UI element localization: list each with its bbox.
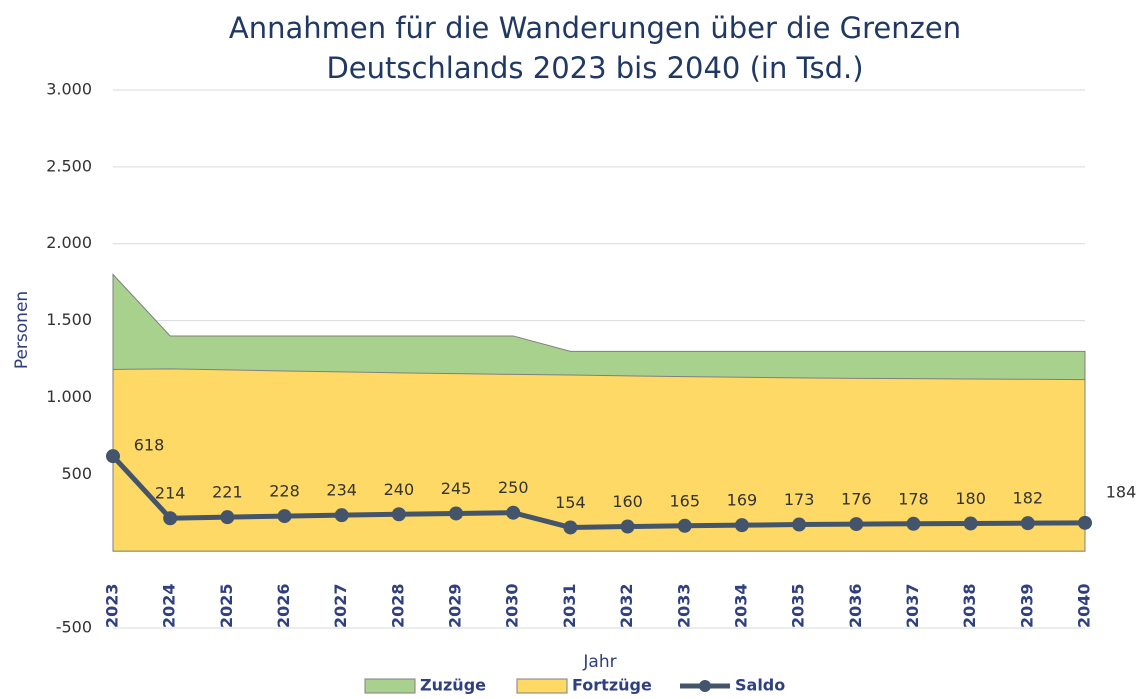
y-tick-label: -500	[56, 618, 92, 637]
data-label: 154	[555, 493, 586, 512]
y-axis-label: Personen	[12, 291, 32, 369]
y-tick-label: 3.000	[46, 80, 92, 99]
point	[391, 507, 406, 522]
x-tick-label: 2027	[331, 583, 350, 628]
data-label: 173	[784, 490, 815, 509]
x-tick-label: 2034	[731, 583, 750, 628]
data-label: 221	[212, 483, 243, 502]
legend-label: Fortzüge	[572, 676, 652, 695]
lines: 618 214 221 228 234 240 245 250 154 160 165 169 173 1…	[106, 436, 1136, 535]
data-label: 234	[326, 481, 357, 500]
x-tick-label: 2033	[674, 583, 693, 628]
area	[112, 368, 1086, 552]
point	[963, 516, 978, 531]
x-tick-label: 2038	[960, 583, 979, 628]
x-tick-label: 2023	[103, 583, 122, 628]
y-tick-label: 1.500	[46, 310, 92, 329]
legend-swatch	[516, 678, 568, 694]
data-label: 178	[898, 489, 929, 508]
data-label: 184	[1106, 482, 1137, 501]
point	[106, 449, 120, 464]
data-label: 165	[669, 491, 700, 510]
legend-label: Zuzüge	[420, 676, 486, 695]
point	[563, 520, 578, 535]
chart-title: Annahmen für die Wanderungen über die Gr…	[228, 11, 962, 85]
point	[277, 509, 292, 524]
point	[734, 518, 749, 533]
data-label: 245	[441, 479, 472, 498]
point	[163, 511, 178, 526]
x-axis-label: Jahr	[582, 652, 616, 672]
x-tick-label: 2031	[560, 583, 579, 628]
legend-swatch	[699, 680, 711, 692]
point	[1078, 515, 1092, 530]
areas	[112, 273, 1086, 552]
x-tick-label: 2040	[1075, 583, 1094, 628]
y-tick-label: 2.500	[46, 156, 92, 175]
x-tick-label: 2030	[503, 583, 522, 628]
point	[620, 519, 635, 534]
point	[449, 506, 464, 521]
x-tick-label: 2039	[1017, 583, 1036, 628]
y-tick-label: 500	[61, 464, 92, 483]
data-label: 214	[155, 484, 186, 503]
x-tick-label: 2036	[846, 583, 865, 628]
point	[1020, 516, 1035, 531]
x-tick-label: 2037	[903, 583, 922, 628]
x-tick-label: 2025	[217, 583, 236, 628]
x-tick-label: 2024	[160, 583, 179, 628]
data-label: 160	[612, 492, 643, 511]
point	[906, 516, 921, 531]
point	[334, 508, 349, 523]
point	[792, 517, 807, 532]
point	[849, 517, 864, 532]
data-label: 228	[269, 482, 300, 501]
data-label: 176	[841, 490, 872, 509]
point	[677, 518, 692, 533]
legend-swatch	[364, 678, 416, 694]
y-tick-label: 2.000	[46, 233, 92, 252]
x-tick-label: 2026	[274, 583, 293, 628]
data-label: 240	[384, 480, 415, 499]
x-tick-label: 2032	[617, 583, 636, 628]
legend-label: Saldo	[735, 676, 785, 695]
point	[220, 510, 235, 525]
data-label: 250	[498, 478, 529, 497]
y-tick-label: 1.000	[46, 387, 92, 406]
data-label: 169	[727, 491, 758, 510]
x-tick-label: 2028	[388, 583, 407, 628]
x-tick-label: 2029	[446, 583, 465, 628]
data-label: 618	[134, 436, 165, 455]
point	[506, 505, 521, 520]
x-tick-label: 2035	[789, 583, 808, 628]
data-label: 182	[1013, 489, 1044, 508]
data-label: 180	[955, 489, 986, 508]
line	[111, 454, 1086, 530]
